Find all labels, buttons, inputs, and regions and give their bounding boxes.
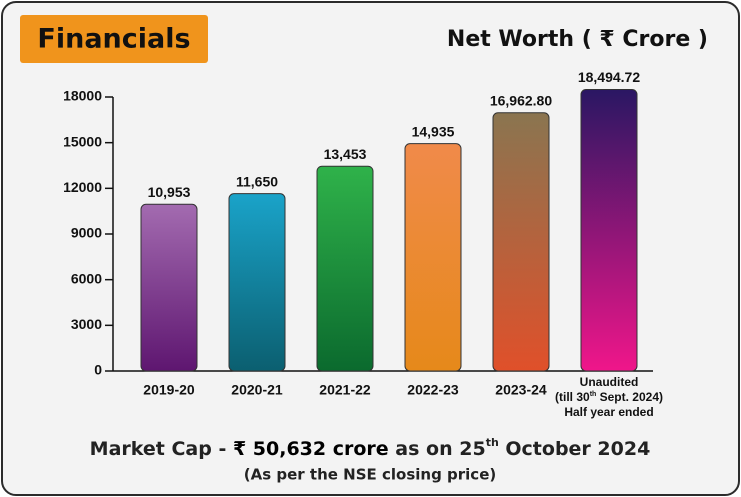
bar <box>228 193 286 372</box>
footer: Market Cap - ₹ 50,632 crore as on 25th O… <box>90 436 651 460</box>
footer-part: ₹ 50,632 crore <box>233 438 389 460</box>
x-tick-label-part: Sept. 2024) <box>596 390 663 404</box>
footer-part: as on 25 <box>389 438 486 460</box>
bar <box>404 143 462 372</box>
bar <box>316 165 374 372</box>
footer-part: October 2024 <box>499 438 651 460</box>
y-tick-label: 9000 <box>71 225 102 241</box>
y-tick-label: 6000 <box>71 270 102 286</box>
y-tick-label: 15000 <box>63 133 102 149</box>
x-tick-label-part: (till 30 <box>555 390 590 404</box>
x-tick-label: 2023-24 <box>495 382 547 398</box>
x-tick-label: 2022-23 <box>407 382 459 398</box>
value-label: 11,650 <box>236 173 278 189</box>
bar <box>580 88 638 372</box>
footnote: (As per the NSE closing price) <box>244 466 496 484</box>
x-tick-label: 2021-22 <box>319 382 371 398</box>
x-tick-label-line: Unaudited <box>580 375 639 389</box>
value-label: 13,453 <box>324 146 367 162</box>
footer-part: th <box>486 436 499 449</box>
x-tick-label: Unaudited (till 30th Sept. 2024) Half year… <box>555 375 663 419</box>
bar <box>140 203 198 372</box>
y-tick-label: 0 <box>94 362 102 378</box>
badge-box <box>20 15 208 63</box>
x-tick-label-part: th <box>590 391 597 398</box>
value-label: 14,935 <box>412 123 455 139</box>
x-tick-label: 2020-21 <box>231 382 283 398</box>
x-tick-label: 2019-20 <box>143 382 195 398</box>
y-tick-label: 18000 <box>63 88 102 104</box>
x-tick-label-line: Half year ended <box>564 405 653 419</box>
y-tick-label: 3000 <box>71 316 102 332</box>
value-label: 18,494.72 <box>578 69 640 85</box>
value-label: 16,962.80 <box>490 92 552 108</box>
y-tick-label: 12000 <box>63 179 102 195</box>
chart-title: Net Worth ( ₹ Crore ) <box>447 27 708 52</box>
footer-part: Market Cap - <box>90 438 233 460</box>
bar <box>492 112 550 372</box>
badge: Financials <box>37 24 190 55</box>
value-label: 10,953 <box>148 184 191 200</box>
